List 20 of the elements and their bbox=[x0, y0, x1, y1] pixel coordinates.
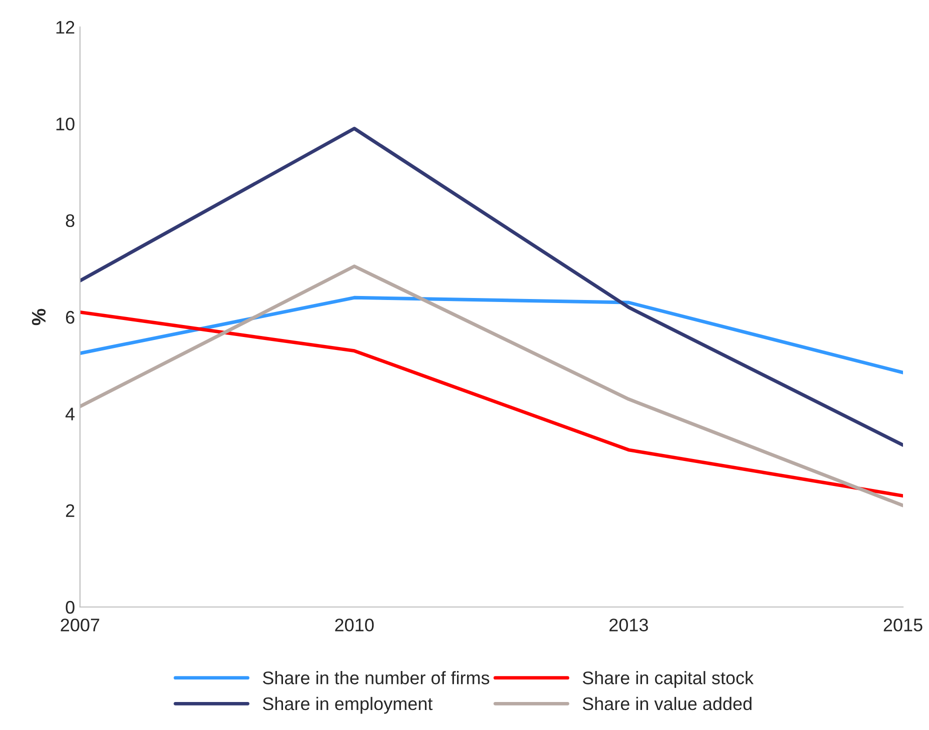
y-tick-label: 0 bbox=[66, 600, 74, 614]
y-axis-title: % bbox=[32, 308, 46, 326]
legend-label: Share in capital stock bbox=[582, 671, 754, 688]
y-tick-label: 8 bbox=[66, 214, 74, 228]
x-tick-label: 2010 bbox=[335, 618, 374, 632]
legend-label: Share in employment bbox=[262, 696, 433, 714]
y-tick-label: 4 bbox=[66, 408, 75, 420]
line-series bbox=[80, 296, 903, 374]
line-series bbox=[80, 264, 903, 508]
y-tick-label: 6 bbox=[66, 310, 74, 324]
line-series bbox=[80, 126, 903, 447]
line-series bbox=[80, 310, 903, 498]
legend-label: Share in value added bbox=[582, 696, 752, 710]
x-tick-label: 2015 bbox=[884, 618, 922, 632]
legend-label: Share in the number of firms bbox=[262, 671, 490, 684]
y-tick-label: 2 bbox=[66, 504, 74, 517]
y-tick-label: 12 bbox=[56, 20, 74, 34]
x-tick-label: 2007 bbox=[60, 618, 100, 632]
y-tick-label: 10 bbox=[56, 118, 74, 130]
x-tick-label: 2013 bbox=[609, 618, 648, 632]
